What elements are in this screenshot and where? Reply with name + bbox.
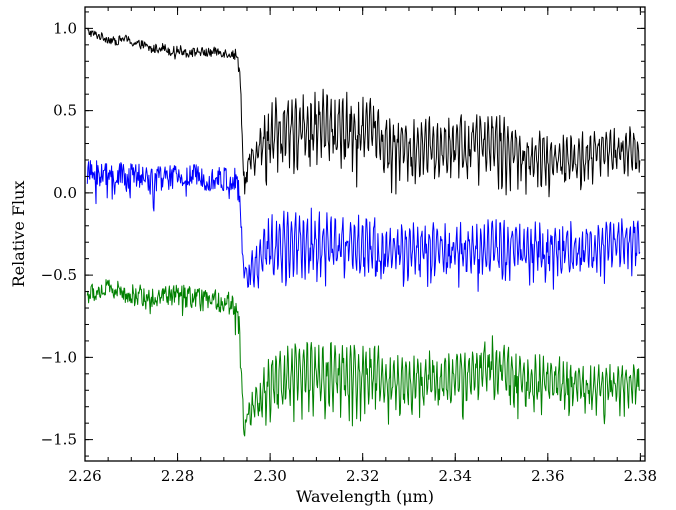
x-tick-label: 2.28 xyxy=(161,467,194,485)
x-tick-label: 2.30 xyxy=(253,467,286,485)
y-tick-label: 1.0 xyxy=(53,19,77,37)
x-tick-label: 2.38 xyxy=(624,467,657,485)
plot-frame xyxy=(84,6,646,462)
series-line-2 xyxy=(86,160,641,292)
ticks-layer xyxy=(84,7,645,461)
y-tick-label: −1.0 xyxy=(41,348,77,366)
x-tick-label: 2.36 xyxy=(531,467,564,485)
y-tick-label: −0.5 xyxy=(41,266,77,284)
labels-layer: 2.26 2.28 2.30 2.32 2.34 2.36 2.38 1.0 0.5 0.0 −0.… xyxy=(41,19,658,485)
x-tick-label: 2.32 xyxy=(346,467,379,485)
series-layer xyxy=(86,29,641,437)
x-tick-label: 2.34 xyxy=(439,467,472,485)
y-axis-label: Relative Flux xyxy=(9,181,28,288)
x-axis-label: Wavelength (μm) xyxy=(296,487,434,506)
y-tick-label: −1.5 xyxy=(41,431,77,449)
y-tick-label: 0.5 xyxy=(53,102,77,120)
y-tick-label: 0.0 xyxy=(53,184,77,202)
series-line-3 xyxy=(86,279,641,437)
series-line-1 xyxy=(87,29,641,198)
x-tick-label: 2.26 xyxy=(68,467,101,485)
